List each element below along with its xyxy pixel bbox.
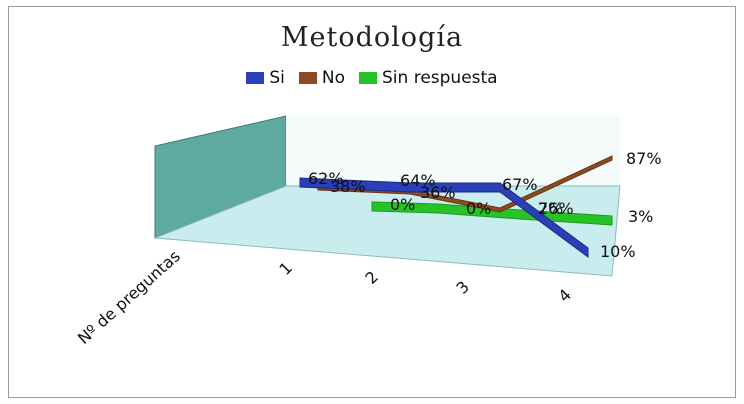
data-label: 0%	[390, 195, 415, 214]
legend-swatch	[246, 72, 265, 84]
data-label: 38%	[330, 177, 366, 196]
series-no-line	[317, 155, 613, 213]
data-label: 7%	[538, 199, 563, 218]
data-label: 67%	[502, 175, 538, 194]
legend-label: Si	[269, 68, 285, 88]
data-label: 62%	[308, 169, 344, 188]
x-tick-label: 4	[554, 285, 575, 306]
data-label: 0%	[466, 199, 491, 218]
x-tick-label: 3	[452, 277, 473, 298]
series-sin-respuesta-line	[371, 201, 613, 226]
x-tick-label: 2	[361, 267, 382, 288]
data-label: 10%	[600, 242, 636, 261]
data-label: 26%	[538, 199, 574, 218]
series-si-line	[299, 177, 589, 258]
legend-label: Sin respuesta	[382, 68, 498, 88]
legend-swatch	[359, 72, 378, 84]
legend-label: No	[321, 68, 346, 88]
legend-item: Si	[246, 68, 285, 88]
x-axis-title: Nº de preguntas	[74, 246, 184, 348]
legend: Si No Sin respuesta	[0, 68, 744, 88]
data-label: 87%	[626, 149, 662, 168]
chart-frame	[8, 6, 736, 398]
legend-item: Sin respuesta	[359, 68, 498, 88]
x-tick-label: 1	[275, 258, 296, 279]
data-label: 36%	[420, 183, 456, 202]
legend-swatch	[298, 72, 317, 84]
back-wall	[286, 116, 620, 186]
data-label: 64%	[400, 171, 436, 190]
legend-item: No	[298, 68, 346, 88]
data-label: 3%	[628, 207, 653, 226]
chart-title: Metodología	[280, 22, 464, 53]
